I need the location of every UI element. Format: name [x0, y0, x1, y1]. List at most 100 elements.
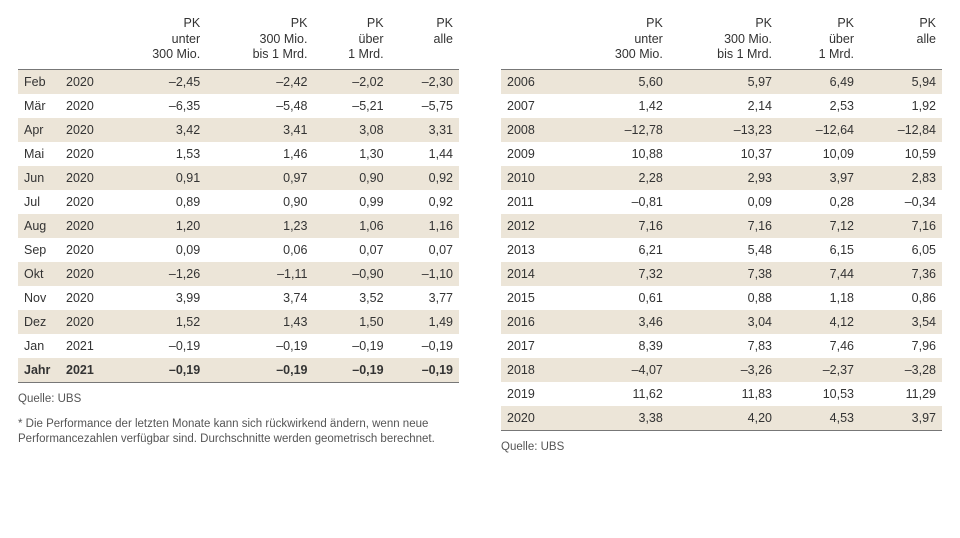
- cell-month: Mai: [18, 142, 60, 166]
- cell-value: 0,28: [778, 190, 860, 214]
- cell-year: 2019: [501, 382, 571, 406]
- cell-value: 7,32: [571, 262, 669, 286]
- cell-value: 0,07: [390, 238, 459, 262]
- cell-year: 2006: [501, 69, 571, 94]
- cell-value: 4,12: [778, 310, 860, 334]
- table-row: Jun20200,910,970,900,92: [18, 166, 459, 190]
- cell-value: 0,99: [313, 190, 389, 214]
- cell-value: 3,42: [110, 118, 206, 142]
- cell-value: 0,90: [206, 190, 313, 214]
- cell-year: 2021: [60, 358, 110, 383]
- total-row: Jahr2021–0,19–0,19–0,19–0,19: [18, 358, 459, 383]
- cell-value: 3,77: [390, 286, 459, 310]
- table-row: 20178,397,837,467,96: [501, 334, 942, 358]
- cell-value: 7,38: [669, 262, 778, 286]
- cell-value: –12,84: [860, 118, 942, 142]
- cell-value: 5,97: [669, 69, 778, 94]
- cell-month: Apr: [18, 118, 60, 142]
- cell-year: 2018: [501, 358, 571, 382]
- cell-value: –0,19: [110, 358, 206, 383]
- cell-value: –0,19: [390, 358, 459, 383]
- table-row: 20071,422,142,531,92: [501, 94, 942, 118]
- table-row: 20136,215,486,156,05: [501, 238, 942, 262]
- table-row: Apr20203,423,413,083,31: [18, 118, 459, 142]
- cell-value: 3,46: [571, 310, 669, 334]
- table-row: Mär2020–6,35–5,48–5,21–5,75: [18, 94, 459, 118]
- cell-month: Jan: [18, 334, 60, 358]
- cell-month: Nov: [18, 286, 60, 310]
- table-row: Feb2020–2,45–2,42–2,02–2,30: [18, 69, 459, 94]
- cell-value: –0,34: [860, 190, 942, 214]
- table-row: Jan2021–0,19–0,19–0,19–0,19: [18, 334, 459, 358]
- cell-value: 3,97: [778, 166, 860, 190]
- cell-year: 2010: [501, 166, 571, 190]
- col-pk-u300: PKunter300 Mio.: [571, 12, 669, 69]
- cell-year: 2017: [501, 334, 571, 358]
- cell-value: 11,29: [860, 382, 942, 406]
- col-pk-o1b: PKüber1 Mrd.: [778, 12, 860, 69]
- cell-year: 2015: [501, 286, 571, 310]
- cell-value: 3,99: [110, 286, 206, 310]
- cell-year: 2020: [60, 286, 110, 310]
- cell-year: 2020: [501, 406, 571, 431]
- cell-value: 1,23: [206, 214, 313, 238]
- cell-value: –2,30: [390, 69, 459, 94]
- col-month: [18, 12, 60, 69]
- cell-value: 0,90: [313, 166, 389, 190]
- table-row: 20203,384,204,533,97: [501, 406, 942, 431]
- cell-value: 1,92: [860, 94, 942, 118]
- table-row: 200910,8810,3710,0910,59: [501, 142, 942, 166]
- cell-value: 1,06: [313, 214, 389, 238]
- cell-value: –0,19: [313, 334, 389, 358]
- cell-value: –5,75: [390, 94, 459, 118]
- cell-value: 4,53: [778, 406, 860, 431]
- cell-value: –1,11: [206, 262, 313, 286]
- cell-value: 2,53: [778, 94, 860, 118]
- cell-year: 2014: [501, 262, 571, 286]
- monthly-table: PKunter300 Mio. PK300 Mio.bis 1 Mrd. PKü…: [18, 12, 459, 383]
- source-right: Quelle: UBS: [501, 441, 942, 453]
- cell-value: 7,96: [860, 334, 942, 358]
- cell-value: 3,52: [313, 286, 389, 310]
- table-row: Aug20201,201,231,061,16: [18, 214, 459, 238]
- footnote: * Die Performance der letzten Monate kan…: [18, 417, 458, 448]
- cell-value: 0,92: [390, 166, 459, 190]
- table-row: 20147,327,387,447,36: [501, 262, 942, 286]
- cell-value: 1,53: [110, 142, 206, 166]
- cell-value: 10,53: [778, 382, 860, 406]
- table-row: 20127,167,167,127,16: [501, 214, 942, 238]
- cell-year: 2011: [501, 190, 571, 214]
- cell-value: –2,45: [110, 69, 206, 94]
- monthly-table-col: PKunter300 Mio. PK300 Mio.bis 1 Mrd. PKü…: [18, 12, 459, 448]
- cell-value: 3,04: [669, 310, 778, 334]
- source-left: Quelle: UBS: [18, 393, 459, 405]
- cell-month: Jun: [18, 166, 60, 190]
- cell-value: 0,86: [860, 286, 942, 310]
- cell-value: 11,83: [669, 382, 778, 406]
- cell-year: 2008: [501, 118, 571, 142]
- cell-year: 2007: [501, 94, 571, 118]
- cell-value: 3,54: [860, 310, 942, 334]
- cell-value: 1,16: [390, 214, 459, 238]
- cell-year: 2020: [60, 94, 110, 118]
- cell-value: 0,92: [390, 190, 459, 214]
- table-row: 2008–12,78–13,23–12,64–12,84: [501, 118, 942, 142]
- cell-value: 6,15: [778, 238, 860, 262]
- cell-year: 2016: [501, 310, 571, 334]
- cell-value: 0,07: [313, 238, 389, 262]
- cell-value: 1,18: [778, 286, 860, 310]
- cell-year: 2020: [60, 214, 110, 238]
- cell-year: 2020: [60, 310, 110, 334]
- cell-month: Sep: [18, 238, 60, 262]
- cell-value: –3,26: [669, 358, 778, 382]
- cell-value: –6,35: [110, 94, 206, 118]
- table-row: Nov20203,993,743,523,77: [18, 286, 459, 310]
- cell-value: 6,05: [860, 238, 942, 262]
- col-pk-300-1b: PK300 Mio.bis 1 Mrd.: [669, 12, 778, 69]
- cell-value: 3,41: [206, 118, 313, 142]
- cell-value: –2,42: [206, 69, 313, 94]
- cell-value: 0,09: [669, 190, 778, 214]
- cell-value: 11,62: [571, 382, 669, 406]
- table-row: Dez20201,521,431,501,49: [18, 310, 459, 334]
- cell-value: 7,16: [571, 214, 669, 238]
